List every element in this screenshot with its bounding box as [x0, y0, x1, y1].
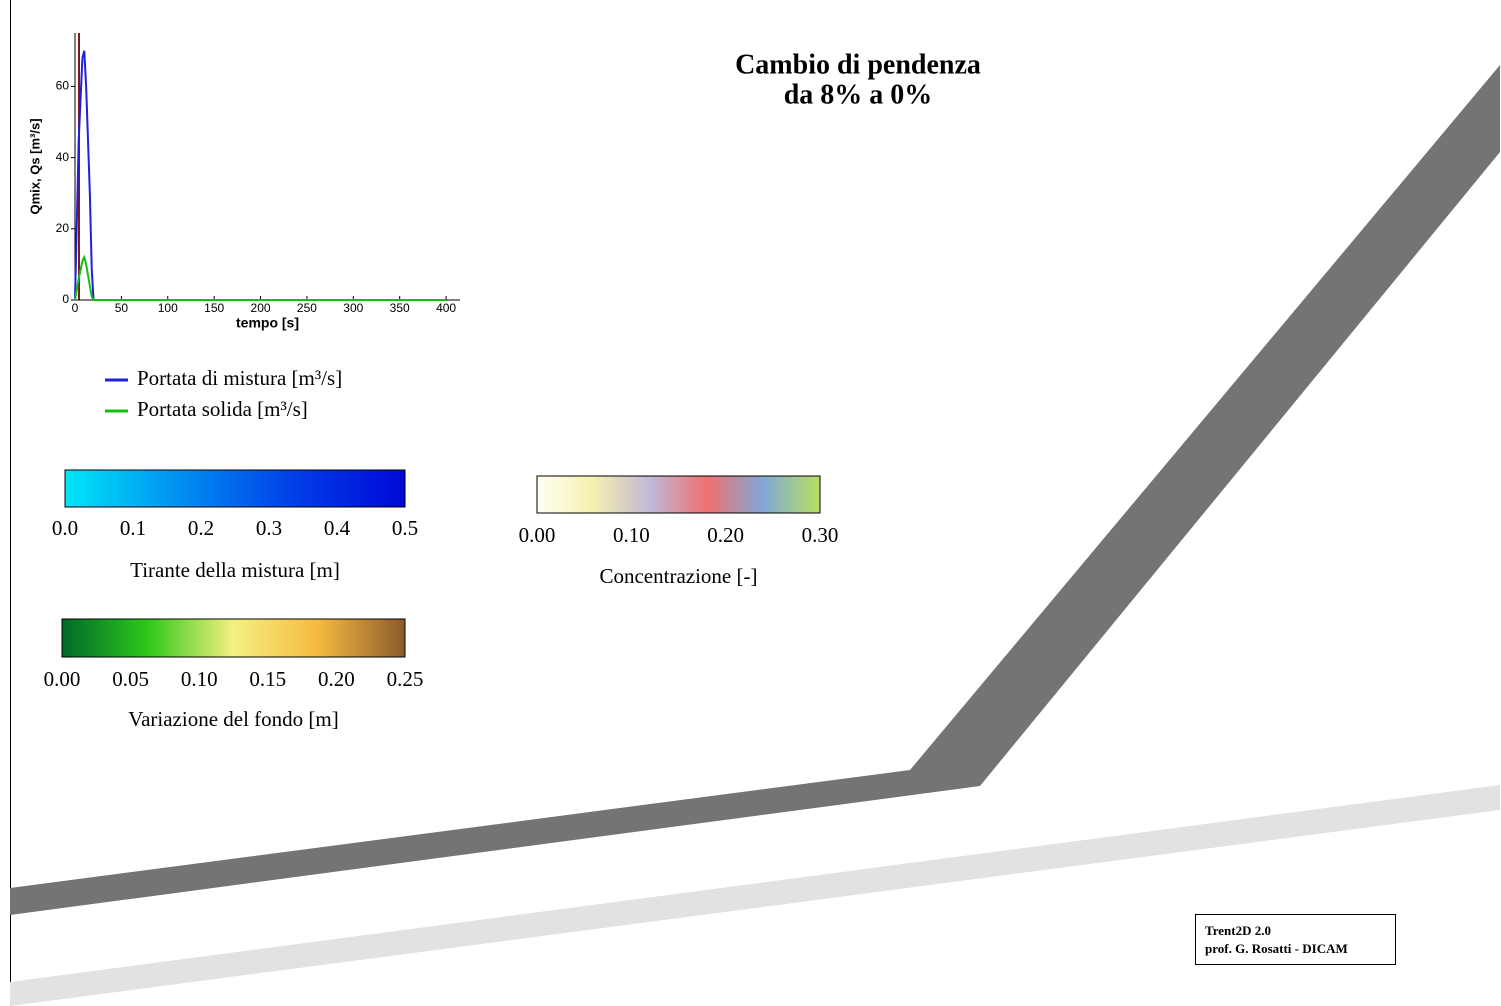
x-tick-label: 0 [72, 301, 79, 315]
y-tick-label: 60 [56, 79, 70, 93]
data-line [75, 257, 446, 300]
colorbar-label: Tirante della mistura [m] [130, 558, 340, 582]
legend-label: Portata solida [m³/s] [137, 397, 308, 421]
x-tick-label: 400 [436, 301, 456, 315]
x-tick-label: 200 [251, 301, 271, 315]
x-tick-label: 300 [343, 301, 363, 315]
x-tick-label: 150 [204, 301, 224, 315]
y-tick-label: 0 [62, 292, 69, 306]
colorbar [65, 470, 405, 507]
colorbar-tick-label: 0.05 [112, 667, 149, 691]
colorbar-tick-label: 0.20 [318, 667, 355, 691]
colorbar-tick-label: 0.00 [519, 523, 556, 547]
legend-label: Portata di mistura [m³/s] [137, 366, 342, 390]
colorbar-tick-label: 0.25 [387, 667, 424, 691]
colorbar-tick-label: 0.2 [188, 516, 214, 540]
y-tick-label: 20 [56, 221, 70, 235]
channel-shadow [10, 785, 1500, 1006]
colorbar-label: Variazione del fondo [m] [128, 707, 339, 731]
x-tick-label: 250 [297, 301, 317, 315]
colorbar-tick-label: 0.10 [613, 523, 650, 547]
credits: prof. G. Rosatti - DICAM [1205, 941, 1348, 956]
x-tick-label: 100 [158, 301, 178, 315]
colorbar-label: Concentrazione [-] [599, 564, 757, 588]
colorbar-tick-label: 0.1 [120, 516, 146, 540]
colorbar-tick-label: 0.10 [181, 667, 218, 691]
title: Cambio di pendenza [735, 49, 981, 80]
colorbar-tick-label: 0.15 [249, 667, 286, 691]
y-axis-label: Qmix, Qs [m³/s] [27, 118, 42, 214]
colorbar-tick-label: 0.0 [52, 516, 78, 540]
colorbar-tick-label: 0.4 [324, 516, 351, 540]
colorbar-tick-label: 0.20 [707, 523, 744, 547]
x-tick-label: 50 [115, 301, 129, 315]
credits: Trent2D 2.0 [1205, 923, 1271, 938]
colorbar-tick-label: 0.5 [392, 516, 418, 540]
y-tick-label: 40 [56, 150, 70, 164]
colorbar [62, 619, 405, 657]
x-axis-label: tempo [s] [236, 315, 299, 331]
colorbar-tick-label: 0.3 [256, 516, 282, 540]
colorbar [537, 476, 820, 513]
title: da 8% a 0% [784, 79, 933, 110]
screen: Cambio di pendenza da 8% a 0% Trent2D 2.… [0, 0, 1501, 1006]
x-tick-label: 350 [390, 301, 410, 315]
data-line [75, 51, 446, 300]
colorbar-tick-label: 0.00 [44, 667, 81, 691]
colorbar-tick-label: 0.30 [802, 523, 839, 547]
